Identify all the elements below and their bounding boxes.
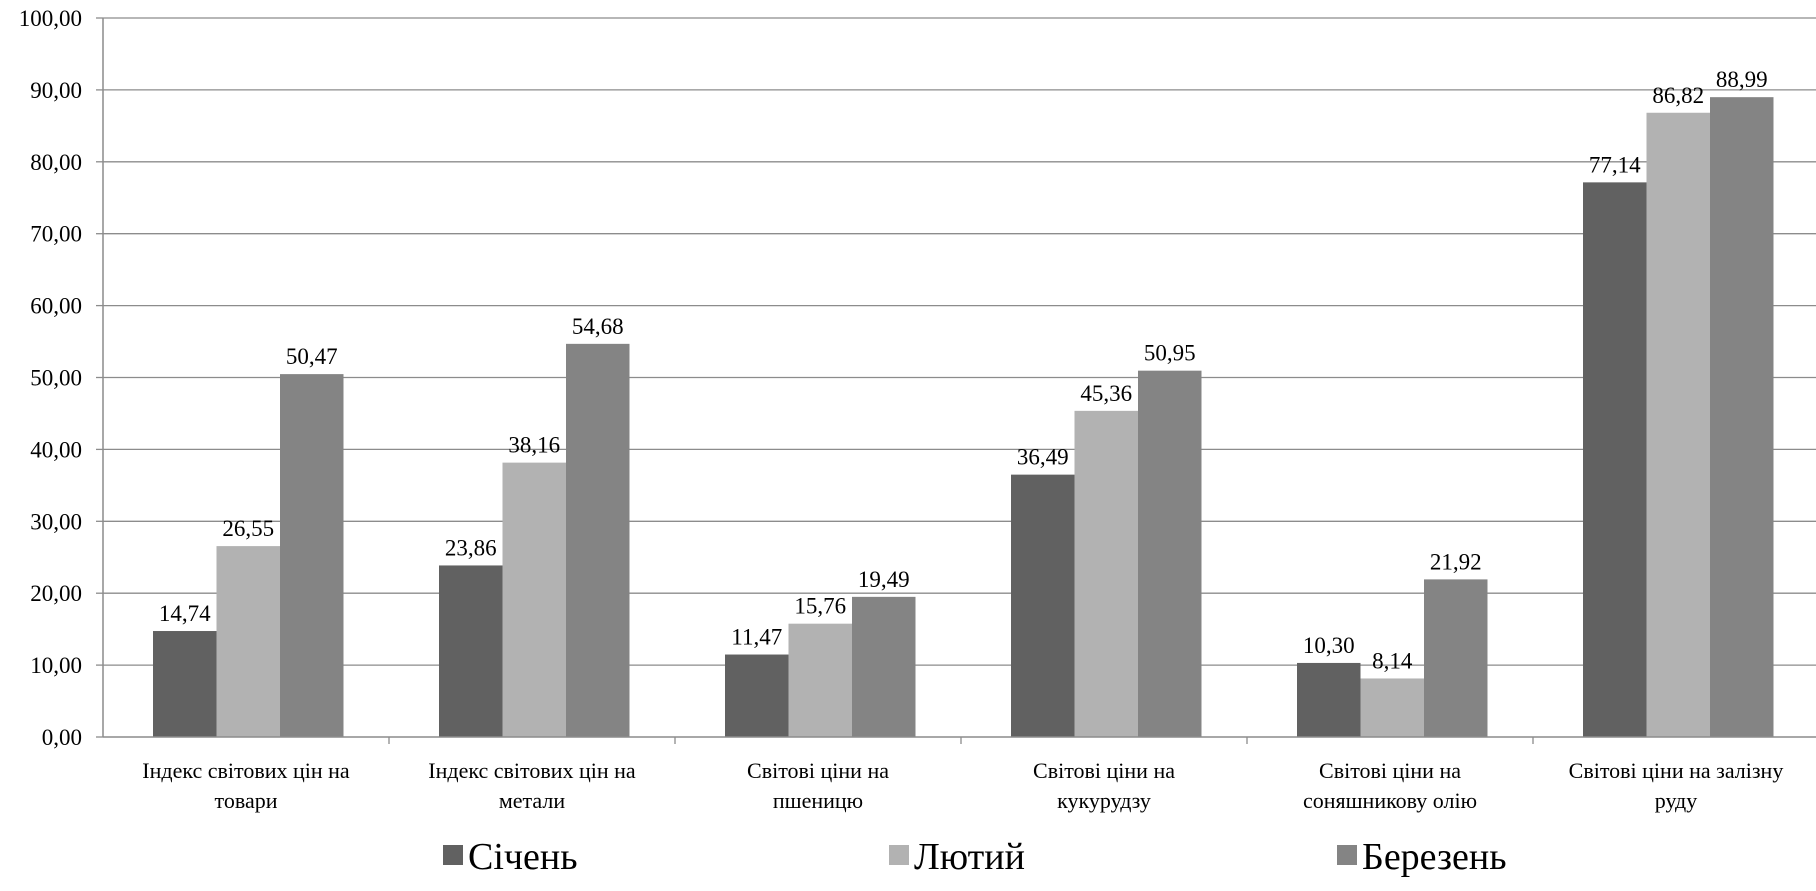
gridlines: [103, 17, 1816, 666]
bar: [1138, 370, 1202, 737]
data-label: 45,36: [1080, 381, 1132, 406]
y-tick-label: 80,00: [30, 150, 82, 175]
category-label: руду: [1655, 788, 1698, 813]
y-tick-label: 10,00: [30, 653, 82, 678]
bar: [502, 462, 566, 737]
data-labels: 14,74 26,55 50,47 23,86 38,16 54,68 11,47 15,76…: [159, 67, 1768, 673]
bar: [566, 343, 630, 737]
y-tick-label: 50,00: [30, 366, 82, 391]
data-label: 8,14: [1372, 648, 1413, 673]
category-label: Світові ціни на залізну: [1569, 758, 1784, 783]
y-tick-label: 70,00: [30, 222, 82, 247]
category-label: кукурудзу: [1057, 788, 1151, 813]
data-label: 26,55: [222, 516, 274, 541]
bar: [216, 546, 280, 737]
legend-label: Березень: [1362, 836, 1507, 878]
category-label: метали: [499, 788, 566, 813]
axes: [96, 17, 1816, 744]
bar: [1360, 678, 1424, 737]
data-label: 21,92: [1430, 549, 1482, 574]
y-tick-label: 100,00: [19, 6, 82, 31]
legend-swatch: [443, 845, 463, 865]
bar: [1074, 410, 1138, 737]
y-tick-label: 30,00: [30, 509, 82, 534]
bar: [725, 654, 789, 737]
legend-swatch: [889, 845, 909, 865]
data-label: 50,47: [286, 344, 338, 369]
bar: [852, 596, 916, 737]
y-tick-label: 20,00: [30, 581, 82, 606]
y-tick-labels: 0,00 10,00 20,00 30,00 40,00 50,00 60,00 70,00 8…: [19, 6, 82, 750]
data-label: 36,49: [1017, 445, 1069, 470]
bar: [788, 623, 852, 737]
bar: [280, 374, 344, 737]
data-label: 15,76: [794, 594, 846, 619]
category-label: товари: [215, 788, 278, 813]
data-label: 14,74: [159, 601, 211, 626]
y-tick-label: 0,00: [42, 725, 82, 750]
data-label: 19,49: [858, 567, 910, 592]
data-label: 38,16: [508, 433, 560, 458]
bar: [439, 565, 503, 737]
bar: [1011, 474, 1075, 737]
category-label: соняшникову олію: [1303, 788, 1477, 813]
data-label: 86,82: [1652, 83, 1704, 108]
bars: [153, 97, 1774, 737]
data-label: 23,86: [445, 535, 497, 560]
data-label: 50,95: [1144, 341, 1196, 366]
data-label: 54,68: [572, 314, 624, 339]
bar: [1646, 112, 1710, 737]
legend-label: Січень: [468, 836, 578, 878]
category-label: Світові ціни на: [747, 758, 889, 783]
bar: [1710, 97, 1774, 737]
category-label: Індекс світових цін на: [428, 758, 636, 783]
bar: [1297, 662, 1361, 737]
data-label: 11,47: [731, 625, 782, 650]
data-label: 88,99: [1716, 67, 1768, 92]
bar: [1424, 579, 1488, 737]
legend-label: Лютий: [914, 836, 1025, 878]
y-tick-label: 90,00: [30, 78, 82, 103]
data-label: 10,30: [1303, 633, 1355, 658]
category-label: Світові ціни на: [1033, 758, 1175, 783]
category-labels: Індекс світових цін на товари Індекс світо…: [142, 758, 1783, 813]
y-tick-label: 40,00: [30, 437, 82, 462]
category-label: пшеницю: [773, 788, 863, 813]
bar: [1583, 182, 1647, 737]
legend-swatch: [1337, 845, 1357, 865]
y-tick-label: 60,00: [30, 294, 82, 319]
bar: [153, 631, 217, 737]
data-label: 77,14: [1589, 152, 1641, 177]
legend: Січень Лютий Березень: [443, 836, 1507, 878]
category-label: Світові ціни на: [1319, 758, 1461, 783]
category-label: Індекс світових цін на: [142, 758, 350, 783]
